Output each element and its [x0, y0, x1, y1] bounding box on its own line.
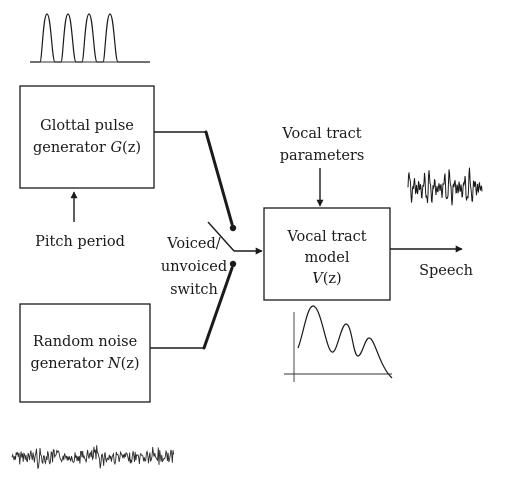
- glottal-pulse-generator-box: [19, 85, 155, 189]
- glottal-transfer-symbol: G: [110, 140, 122, 156]
- voiced-contact-dot: [229, 224, 237, 232]
- unvoiced-input-lead: [202, 266, 234, 350]
- glottal-pulse-generator-block: Glottal pulse generator G(z): [19, 85, 155, 189]
- vocal-tract-model-box: [263, 207, 391, 301]
- noise-label-line2: generator N(z): [30, 356, 139, 372]
- speech-waveform-icon: [407, 167, 483, 206]
- speech-waveform-path: [407, 167, 483, 206]
- vt-label-line1: Vocal tract: [286, 229, 366, 245]
- switch-label-line3: switch: [170, 282, 218, 298]
- noise-label-word: generator: [30, 356, 107, 372]
- noise-label-line1: Random noise: [33, 334, 137, 350]
- voiced-input-lead: [204, 130, 234, 226]
- unvoiced-contact-dot: [229, 260, 237, 268]
- noise-transfer-arg: (z): [121, 356, 140, 372]
- speech-output-label: Speech: [419, 263, 473, 279]
- pitch-period-label: Pitch period: [35, 234, 125, 250]
- switch-arm: [207, 221, 235, 252]
- vt-label-line3: V(z): [312, 271, 341, 287]
- glottal-pulse-train-icon: [30, 13, 150, 63]
- vt-params-label-line1: Vocal tract: [281, 126, 361, 142]
- vt-transfer-arg: (z): [323, 271, 342, 287]
- switch-label-line2: unvoiced: [161, 259, 227, 275]
- random-noise-generator-block: Random noise generator N(z): [19, 303, 151, 403]
- spectral-envelope-icon: [284, 305, 393, 382]
- glottal-transfer-arg: (z): [122, 140, 141, 156]
- glottal-label-line2: generator G(z): [33, 140, 141, 156]
- spectrum-curve: [297, 305, 393, 379]
- glottal-label-word: generator: [33, 140, 110, 156]
- pulse-train-wave: [30, 13, 150, 63]
- noise-waveform-path: [11, 445, 175, 469]
- noise-waveform-icon: [11, 445, 175, 469]
- vt-label-line2: model: [305, 250, 350, 266]
- random-noise-generator-box: [19, 303, 151, 403]
- glottal-label-line1: Glottal pulse: [40, 118, 134, 134]
- switch-label-line1: Voiced/: [166, 236, 220, 252]
- vt-transfer-symbol: V: [312, 271, 324, 287]
- vt-params-label-line2: parameters: [280, 148, 365, 164]
- noise-transfer-symbol: N: [107, 356, 122, 372]
- vocal-tract-model-block: Vocal tract model V(z): [263, 207, 391, 301]
